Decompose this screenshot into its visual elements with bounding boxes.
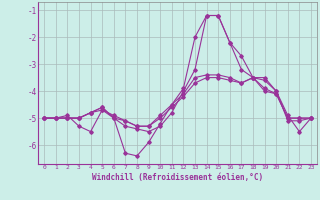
X-axis label: Windchill (Refroidissement éolien,°C): Windchill (Refroidissement éolien,°C): [92, 173, 263, 182]
